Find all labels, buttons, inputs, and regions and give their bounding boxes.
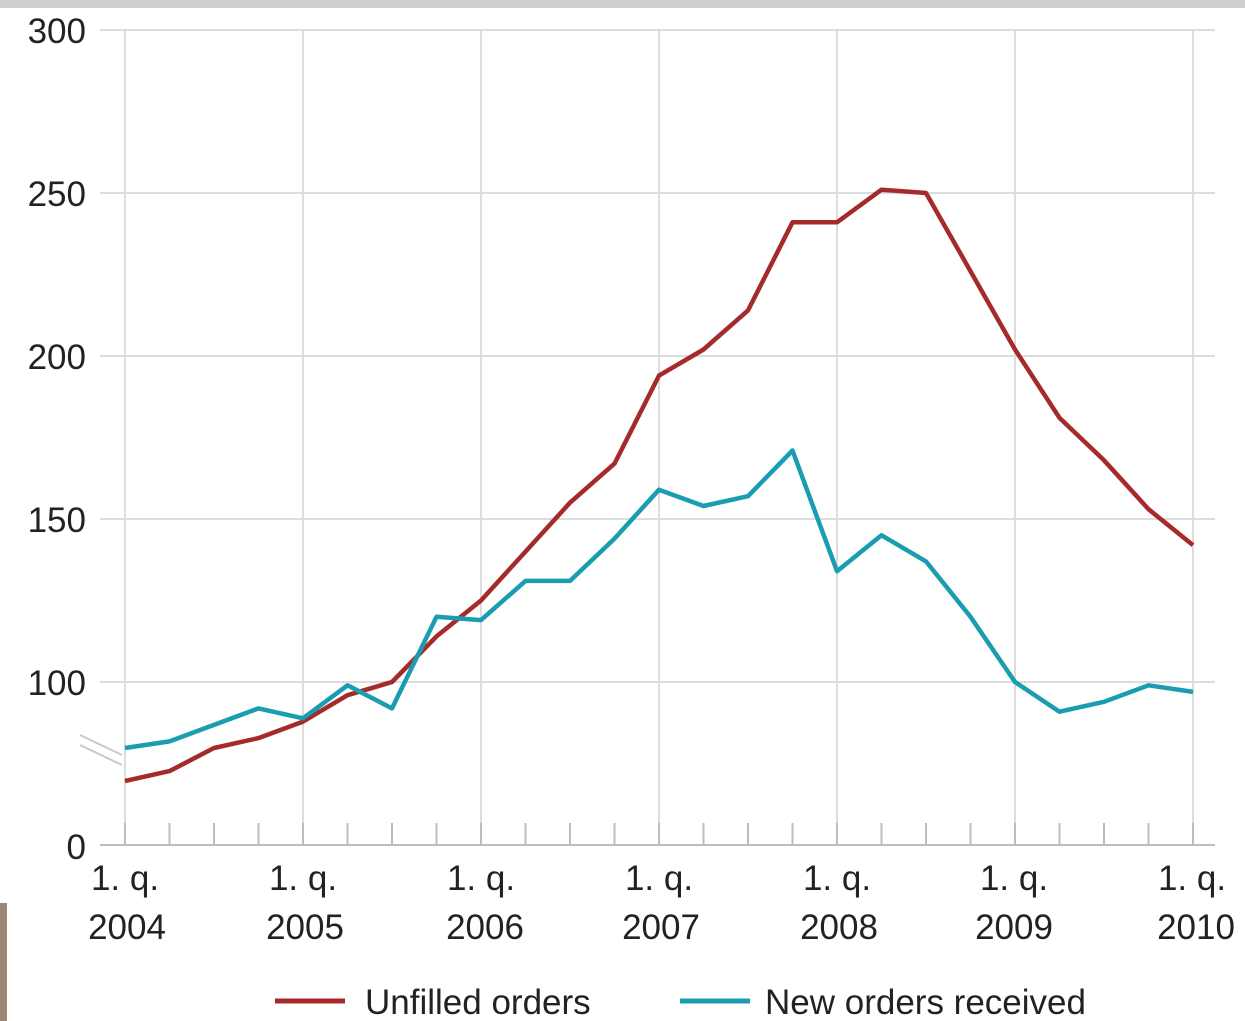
left-accent-bar — [0, 903, 7, 1021]
x-tick-label-line1: 1. q. — [269, 859, 337, 898]
x-tick-label-line1: 1. q. — [625, 859, 693, 898]
y-axis-ticks: 0 100 150 200 250 300 — [28, 12, 86, 867]
x-tick-label-line2: 2006 — [446, 908, 524, 947]
x-tick-label-line2: 2010 — [1157, 908, 1235, 947]
legend: Unfilled orders New orders received — [275, 983, 1086, 1021]
y-tick-label: 0 — [67, 828, 86, 867]
series-line-new-orders-received — [124, 448, 1194, 751]
x-tick-label-line2: 2007 — [622, 908, 700, 947]
x-tick-label-line2: 2009 — [975, 908, 1053, 947]
axis-break-mark — [79, 744, 123, 766]
top-border — [0, 0, 1245, 8]
grid — [100, 29, 1215, 845]
y-tick-label: 250 — [28, 175, 86, 214]
x-tick-label-line2: 2005 — [266, 908, 344, 947]
legend-label-unfilled-orders: Unfilled orders — [365, 983, 591, 1021]
series-line-unfilled-orders — [124, 187, 1195, 784]
y-tick-label: 150 — [28, 501, 86, 540]
y-tick-label: 200 — [28, 338, 86, 377]
x-tick-label-line1: 1. q. — [91, 859, 159, 898]
x-tick-label-line1: 1. q. — [803, 859, 871, 898]
x-tick-label-line1: 1. q. — [1158, 859, 1226, 898]
x-tick-label-line2: 2004 — [88, 908, 166, 947]
legend-label-new-orders-received: New orders received — [765, 983, 1086, 1021]
x-tick-label-line2: 2008 — [800, 908, 878, 947]
x-axis-ticks: 1. q. 2004 1. q. 2005 1. q. 2006 1. q. 2… — [88, 859, 1235, 947]
series-lines — [124, 187, 1195, 784]
axis-break-mark — [79, 734, 123, 756]
axes — [79, 734, 1215, 846]
y-tick-label: 300 — [28, 12, 86, 51]
x-tick-label-line1: 1. q. — [980, 859, 1048, 898]
x-tick-label-line1: 1. q. — [447, 859, 515, 898]
y-tick-label: 100 — [28, 664, 86, 703]
